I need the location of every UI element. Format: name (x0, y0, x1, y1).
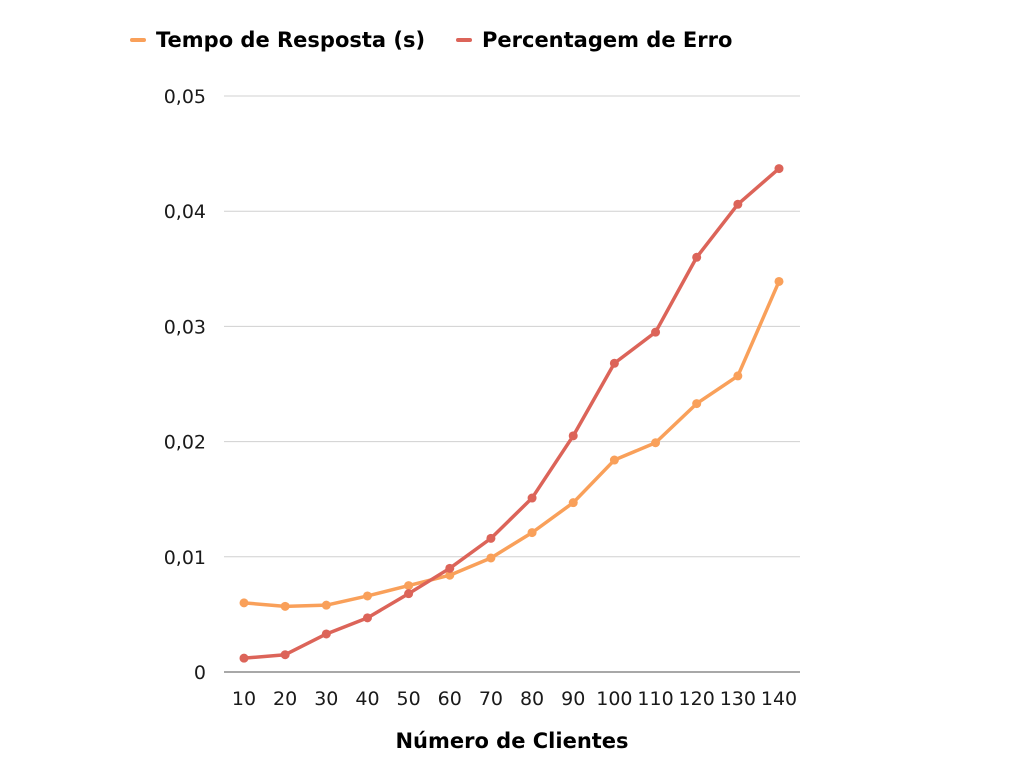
legend-label-percentagem-de-erro: Percentagem de Erro (482, 28, 733, 52)
data-point (527, 528, 537, 538)
data-point (527, 493, 537, 503)
x-tick-label: 50 (397, 688, 421, 710)
x-tick-label: 30 (314, 688, 338, 710)
x-tick-label: 110 (637, 688, 673, 710)
legend-item-percentagem-de-erro: Percentagem de Erro (456, 28, 732, 52)
data-point (568, 431, 578, 441)
data-point (445, 563, 455, 573)
data-point (774, 276, 784, 286)
x-tick-label: 120 (679, 688, 715, 710)
data-point (280, 650, 290, 660)
legend-label-tempo-de-resposta: Tempo de Resposta (s) (156, 28, 426, 52)
legend-item-tempo-de-resposta: Tempo de Resposta (s) (130, 28, 425, 52)
data-point (692, 252, 702, 262)
x-tick-label: 90 (561, 688, 585, 710)
x-tick-label: 60 (438, 688, 462, 710)
x-tick-label: 70 (479, 688, 503, 710)
x-tick-label: 100 (596, 688, 632, 710)
data-point (445, 570, 455, 580)
data-point (651, 327, 661, 337)
x-tick-label: 40 (355, 688, 379, 710)
data-point (321, 629, 331, 639)
x-axis-title: Número de Clientes (395, 729, 628, 753)
data-point (609, 358, 619, 368)
x-tick-label: 20 (273, 688, 297, 710)
legend-swatch-tempo-de-resposta (130, 38, 146, 42)
x-tick-label: 80 (520, 688, 544, 710)
data-point (321, 600, 331, 610)
data-point (486, 553, 496, 563)
data-point (774, 164, 784, 174)
series-tempo-de-resposta (239, 276, 784, 611)
x-tick-label: 140 (761, 688, 797, 710)
data-point (239, 653, 249, 663)
data-point (651, 438, 661, 448)
data-point (404, 581, 414, 591)
series-line (242, 166, 781, 660)
data-point (692, 399, 702, 409)
data-point (362, 613, 372, 623)
data-point (733, 199, 743, 209)
x-tick-label: 130 (720, 688, 756, 710)
y-tick-label: 0 (194, 662, 206, 684)
data-point (404, 589, 414, 599)
y-tick-label: 0,01 (164, 547, 206, 569)
data-point (280, 601, 290, 611)
data-point (362, 591, 372, 601)
data-point (733, 371, 743, 381)
x-axis-ticks: 10 20 30 40 50 60 70 80 90 100 110 120 130 140 (232, 688, 797, 710)
data-point (568, 498, 578, 508)
series-percentagem-de-erro (239, 164, 784, 663)
chart-legend: Tempo de Resposta (s) Percentagem de Err… (0, 28, 1024, 56)
legend-swatch-percentagem-de-erro (456, 38, 472, 42)
series-line (242, 279, 781, 609)
y-tick-label: 0,02 (164, 432, 206, 454)
series-layer (239, 164, 784, 663)
y-axis-ticks: 0 0,01 0,02 0,03 0,04 0,05 (164, 86, 206, 684)
x-tick-label: 10 (232, 688, 256, 710)
data-point (239, 598, 249, 608)
y-tick-label: 0,04 (164, 201, 206, 223)
gridlines (224, 95, 800, 673)
y-tick-label: 0,03 (164, 316, 206, 338)
data-point (609, 455, 619, 465)
y-tick-label: 0,05 (164, 86, 206, 108)
data-point (486, 533, 496, 543)
